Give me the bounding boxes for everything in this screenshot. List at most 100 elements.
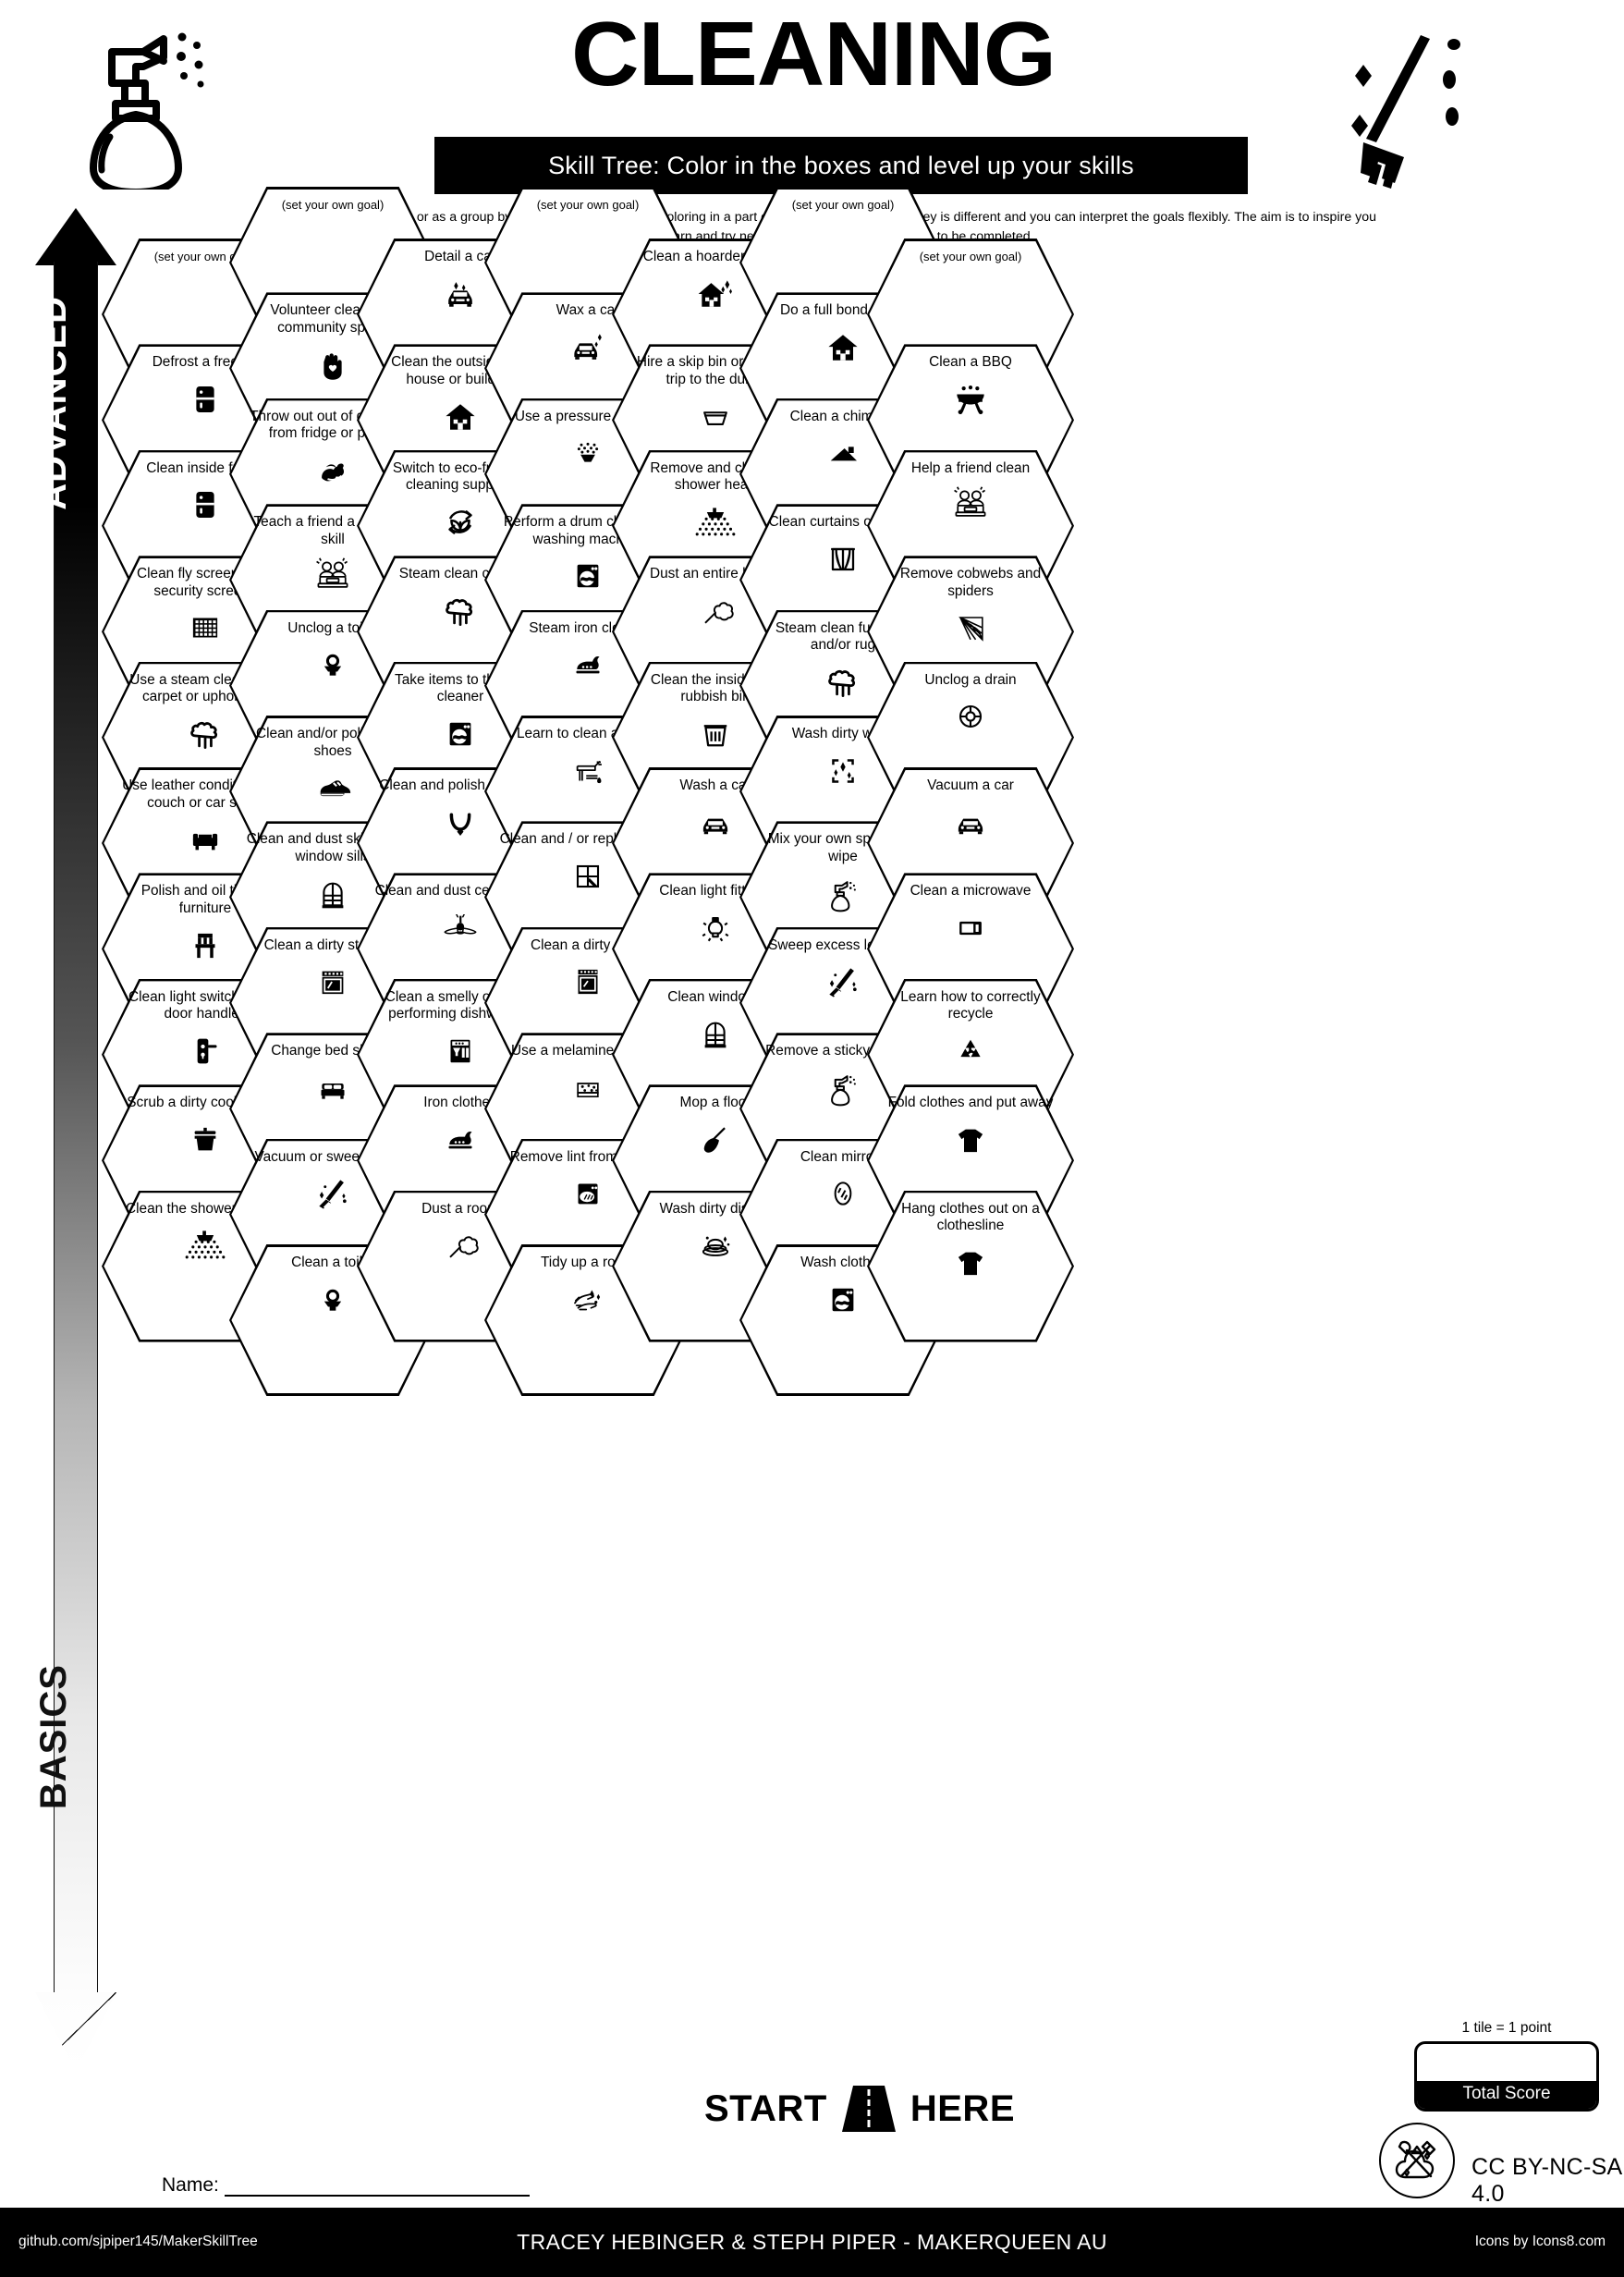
lightbulb-icon <box>688 904 743 952</box>
hex-content: Dust a room <box>357 1191 564 1342</box>
stove-icon <box>305 958 360 1006</box>
house-icon <box>815 324 871 372</box>
name-input-rule[interactable] <box>224 2180 530 2197</box>
car-wax-icon <box>560 324 616 372</box>
house-sparkle-icon <box>688 270 743 318</box>
skill-tile-label: Hang clothes out on a clothesline <box>901 1200 1040 1234</box>
mirror-icon <box>815 1169 871 1218</box>
total-score-widget: 1 tile = 1 point Total Score <box>1414 2020 1599 2112</box>
hex-content: Fold clothes and put away <box>867 1084 1074 1236</box>
skill-tile-label: (set your own goal) <box>791 198 895 212</box>
page-footer: github.com/sjpiper145/MakerSkillTree TRA… <box>0 2208 1624 2277</box>
washer-icon <box>560 552 616 600</box>
progression-arrow: ADVANCED BASICS <box>33 208 118 2089</box>
grout-tile-icon <box>560 852 616 900</box>
dishes-icon <box>688 1221 743 1269</box>
plunger-icon <box>305 1276 360 1324</box>
here-word: HERE <box>910 2087 1015 2129</box>
oven-icon <box>560 958 616 1006</box>
hex-content: (set your own goal) <box>229 187 436 338</box>
skill-tile-label: Remove cobwebs and spiders <box>899 566 1042 599</box>
footer-icon-credit[interactable]: Icons by Icons8.com <box>1474 2234 1606 2249</box>
skill-tile-label: Iron clothes <box>423 1095 497 1111</box>
bed-icon <box>305 1064 360 1112</box>
hex-content: Clean a toilet <box>229 1244 436 1396</box>
recycle-icon <box>943 1027 998 1075</box>
shower-icon <box>177 1221 233 1269</box>
skill-tile-label: Learn how to correctly recycle <box>900 988 1041 1022</box>
skill-tile-label: Mop a floor <box>679 1095 751 1111</box>
subtitle-banner: Skill Tree: Color in the boxes and level… <box>434 137 1248 194</box>
chimney-icon <box>815 429 871 477</box>
footer-authors: TRACEY HEBINGER & STEPH PIPER - MAKERQUE… <box>517 2230 1107 2254</box>
window-icon <box>305 870 360 918</box>
gutter-icon <box>560 747 616 795</box>
skill-tile-label: Clean mirrors <box>800 1148 886 1165</box>
skill-tile[interactable]: Hang clothes out on a clothesline <box>867 1190 1074 1342</box>
door-handle-icon <box>177 1027 233 1075</box>
skill-tile-label: (set your own goal) <box>281 198 385 212</box>
curtains-icon <box>815 535 871 583</box>
hex-content: Detail a car <box>357 239 564 390</box>
hex-content: Wash clothes <box>739 1244 946 1396</box>
hex-content: (set your own goal) <box>867 239 1074 390</box>
eco-recycle-icon <box>433 498 488 546</box>
hex-content: Hang clothes out on a clothesline <box>867 1191 1074 1342</box>
couch-icon <box>177 815 233 863</box>
drain-icon <box>943 692 998 741</box>
spray-bottle-icon <box>815 1064 871 1112</box>
two-people-icon <box>943 481 998 529</box>
name-field[interactable]: Name: <box>162 2174 530 2197</box>
score-box[interactable]: Total Score <box>1414 2041 1599 2112</box>
skill-tile-label: (set your own goal) <box>536 198 640 212</box>
car-sparkle-icon <box>433 270 488 318</box>
tshirt-icon <box>943 1116 998 1164</box>
shoe-icon <box>305 764 360 812</box>
spray-bottle-icon <box>815 870 871 918</box>
iron-icon <box>433 1116 488 1164</box>
hex-content: Help a friend clean <box>867 450 1074 602</box>
hex-content: Wash a car <box>612 767 819 919</box>
sponge-icon <box>560 1064 616 1112</box>
hex-content: Clean a BBQ <box>867 344 1074 496</box>
broom-sparkle-icon <box>815 958 871 1006</box>
hex-content: Mop a floor <box>612 1084 819 1236</box>
rotten-food-icon <box>305 447 360 495</box>
arrow-shaft <box>54 262 98 1995</box>
spray-bottle-icon <box>88 18 226 196</box>
ceiling-fan-icon <box>433 904 488 952</box>
hex-content: (set your own goal) <box>739 187 946 338</box>
tshirt-icon <box>943 1239 998 1287</box>
skip-bin-icon <box>688 393 743 441</box>
skill-tile-label: Clean a BBQ <box>929 354 1012 371</box>
license-text: CC BY-NC-SA 4.0 <box>1471 2154 1622 2207</box>
steam-icon <box>433 587 488 635</box>
washer-icon <box>815 1276 871 1324</box>
hex-content: Unclog a toilet <box>229 610 436 762</box>
hex-content: Learn how to correctly recycle <box>867 979 1074 1131</box>
score-value[interactable] <box>1417 2044 1596 2081</box>
two-people-icon <box>305 552 360 600</box>
skill-tile-label: Vacuum a car <box>927 777 1014 793</box>
cooking-pot-icon <box>177 1116 233 1164</box>
window-icon <box>688 1010 743 1058</box>
skill-tile-label: Clean a toilet <box>291 1255 374 1270</box>
skill-tile-label: Wax a car <box>556 302 620 319</box>
skill-tile-label: Clean a microwave <box>910 883 1032 900</box>
plunger-icon <box>305 641 360 689</box>
skill-tile-label: (set your own goal) <box>919 250 1022 263</box>
feather-duster-icon <box>688 587 743 635</box>
name-label: Name: <box>162 2174 219 2196</box>
skill-tile-label: Unclog a drain <box>924 671 1017 688</box>
fridge-icon <box>177 481 233 529</box>
skill-tile-label: Clean windows <box>667 988 763 1005</box>
broom-icon <box>1336 28 1488 193</box>
footer-repo-link[interactable]: github.com/sjpiper145/MakerSkillTree <box>18 2234 258 2249</box>
hex-content: Clean the outside of a house or building <box>357 344 564 496</box>
necklace-icon <box>433 799 488 847</box>
skill-tile-label: Detail a car <box>424 249 496 264</box>
skill-tile-label: Wash clothes <box>800 1255 885 1270</box>
washer-icon <box>433 710 488 758</box>
feather-duster-icon <box>433 1221 488 1269</box>
